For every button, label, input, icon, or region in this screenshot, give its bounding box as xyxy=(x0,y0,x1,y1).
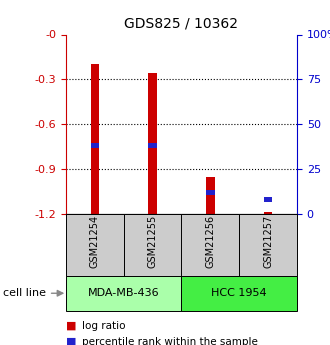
Bar xyxy=(124,214,182,276)
Text: ■: ■ xyxy=(66,337,80,345)
Text: GSM21254: GSM21254 xyxy=(90,215,100,268)
Bar xyxy=(148,73,157,214)
Text: log ratio: log ratio xyxy=(82,321,126,331)
Text: HCC 1954: HCC 1954 xyxy=(212,288,267,298)
Bar xyxy=(264,197,273,202)
Text: GSM21255: GSM21255 xyxy=(148,215,158,268)
Bar xyxy=(66,276,182,310)
Bar xyxy=(264,213,273,214)
Text: ■: ■ xyxy=(66,321,80,331)
Text: percentile rank within the sample: percentile rank within the sample xyxy=(82,337,258,345)
Text: GSM21256: GSM21256 xyxy=(205,215,215,268)
Bar xyxy=(90,65,99,214)
Bar xyxy=(148,143,157,148)
Bar xyxy=(239,214,297,276)
Bar xyxy=(206,190,215,195)
Bar xyxy=(182,214,239,276)
Title: GDS825 / 10362: GDS825 / 10362 xyxy=(124,17,239,31)
Bar xyxy=(182,276,297,310)
Bar xyxy=(206,177,215,214)
Text: cell line: cell line xyxy=(3,288,46,298)
Text: GSM21257: GSM21257 xyxy=(263,215,273,268)
Text: MDA-MB-436: MDA-MB-436 xyxy=(88,288,160,298)
Bar xyxy=(66,214,124,276)
Bar xyxy=(90,143,99,148)
